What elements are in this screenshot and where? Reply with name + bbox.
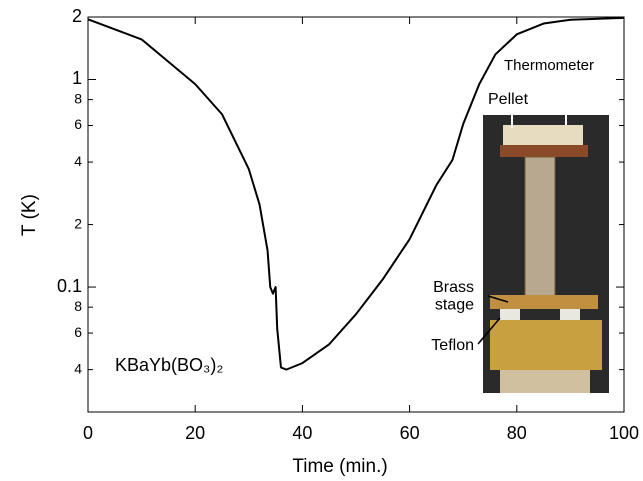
x-tick-label: 100 xyxy=(609,423,639,443)
y-tick-label: 4 xyxy=(74,360,82,376)
x-axis-label: Time (min.) xyxy=(292,456,387,477)
y-tick-label: 2 xyxy=(72,6,82,26)
x-tick-label: 40 xyxy=(292,423,312,443)
y-tick-label: 0.1 xyxy=(57,276,82,296)
y-tick-label: 1 xyxy=(72,68,82,88)
x-tick-label: 20 xyxy=(185,423,205,443)
x-tick-label: 0 xyxy=(83,423,93,443)
photo-label: Brass stage xyxy=(433,279,474,314)
y-tick-label: 8 xyxy=(74,298,82,314)
photo-label: Thermometer xyxy=(504,57,594,74)
y-axis-label: T (K) xyxy=(19,194,40,236)
inset-photo xyxy=(477,110,609,393)
x-tick-label: 80 xyxy=(507,423,527,443)
y-tick-label: 6 xyxy=(74,116,82,132)
annotation: KBaYb(BO₃)₂ xyxy=(115,355,223,375)
x-tick-label: 60 xyxy=(400,423,420,443)
y-tick-label: 4 xyxy=(74,153,82,169)
plot-frame xyxy=(87,16,625,413)
y-tick-label: 8 xyxy=(74,90,82,106)
data-line xyxy=(87,16,625,371)
photo-label: Pellet xyxy=(488,91,529,108)
y-tick-label: 6 xyxy=(74,324,82,340)
photo-label: Teflon xyxy=(431,337,474,354)
y-tick-label: 2 xyxy=(74,215,82,231)
